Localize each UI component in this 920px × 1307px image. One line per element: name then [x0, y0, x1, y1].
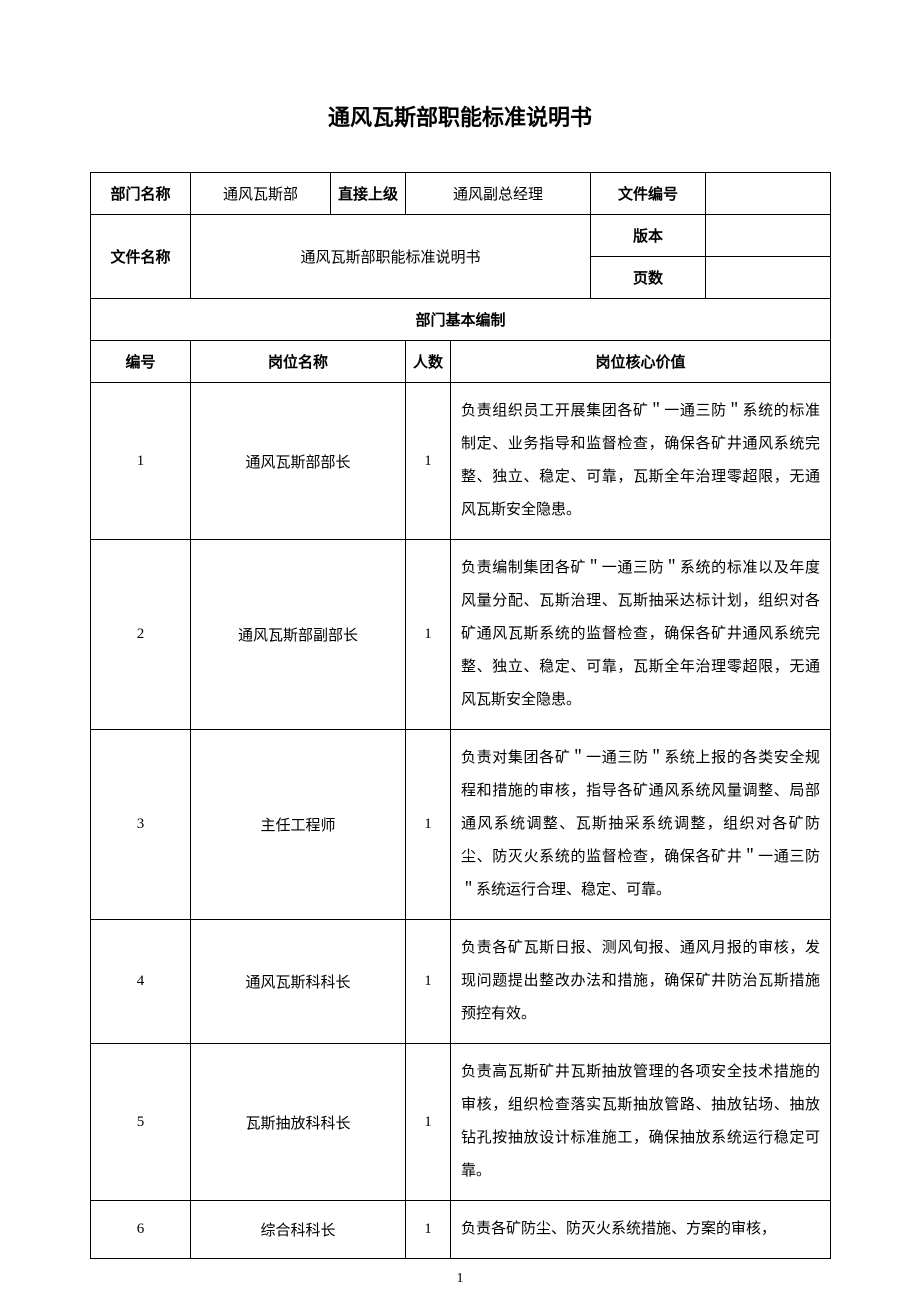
doc-no-label: 文件编号: [591, 173, 706, 215]
row-position: 综合科科长: [191, 1201, 406, 1259]
table-row: 5 瓦斯抽放科科长 1 负责高瓦斯矿井瓦斯抽放管理的各项安全技术措施的审核，组织…: [91, 1044, 831, 1201]
col-no: 编号: [91, 341, 191, 383]
col-core-value: 岗位核心价值: [451, 341, 831, 383]
table-row: 3 主任工程师 1 负责对集团各矿＂一通三防＂系统上报的各类安全规程和措施的审核…: [91, 730, 831, 920]
row-value: 负责编制集团各矿＂一通三防＂系统的标准以及年度风量分配、瓦斯治理、瓦斯抽采达标计…: [451, 540, 831, 730]
spec-table: 部门名称 通风瓦斯部 直接上级 通风副总经理 文件编号 文件名称 通风瓦斯部职能…: [90, 172, 831, 1259]
row-count: 1: [406, 383, 451, 540]
column-header-row: 编号 岗位名称 人数 岗位核心价值: [91, 341, 831, 383]
row-no: 5: [91, 1044, 191, 1201]
row-position: 通风瓦斯部部长: [191, 383, 406, 540]
row-count: 1: [406, 920, 451, 1044]
file-name-label: 文件名称: [91, 215, 191, 299]
dept-name: 通风瓦斯部: [191, 173, 331, 215]
row-count: 1: [406, 730, 451, 920]
row-position: 主任工程师: [191, 730, 406, 920]
table-row: 2 通风瓦斯部副部长 1 负责编制集团各矿＂一通三防＂系统的标准以及年度风量分配…: [91, 540, 831, 730]
row-value: 负责对集团各矿＂一通三防＂系统上报的各类安全规程和措施的审核，指导各矿通风系统风…: [451, 730, 831, 920]
col-count: 人数: [406, 341, 451, 383]
superior: 通风副总经理: [406, 173, 591, 215]
table-row: 4 通风瓦斯科科长 1 负责各矿瓦斯日报、测风旬报、通风月报的审核，发现问题提出…: [91, 920, 831, 1044]
section-header: 部门基本编制: [91, 299, 831, 341]
row-value: 负责各矿防尘、防灭火系统措施、方案的审核，: [451, 1201, 831, 1259]
row-count: 1: [406, 540, 451, 730]
doc-no: [706, 173, 831, 215]
page-number: 1: [90, 1271, 830, 1287]
col-position: 岗位名称: [191, 341, 406, 383]
row-count: 1: [406, 1044, 451, 1201]
pages: [706, 257, 831, 299]
row-position: 通风瓦斯科科长: [191, 920, 406, 1044]
meta-row-2: 文件名称 通风瓦斯部职能标准说明书 版本: [91, 215, 831, 257]
table-row: 6 综合科科长 1 负责各矿防尘、防灭火系统措施、方案的审核，: [91, 1201, 831, 1259]
row-position: 瓦斯抽放科科长: [191, 1044, 406, 1201]
section-header-row: 部门基本编制: [91, 299, 831, 341]
version-label: 版本: [591, 215, 706, 257]
row-no: 1: [91, 383, 191, 540]
superior-label: 直接上级: [331, 173, 406, 215]
dept-name-label: 部门名称: [91, 173, 191, 215]
version: [706, 215, 831, 257]
row-value: 负责高瓦斯矿井瓦斯抽放管理的各项安全技术措施的审核，组织检查落实瓦斯抽放管路、抽…: [451, 1044, 831, 1201]
row-no: 2: [91, 540, 191, 730]
row-value: 负责各矿瓦斯日报、测风旬报、通风月报的审核，发现问题提出整改办法和措施，确保矿井…: [451, 920, 831, 1044]
table-row: 1 通风瓦斯部部长 1 负责组织员工开展集团各矿＂一通三防＂系统的标准制定、业务…: [91, 383, 831, 540]
row-no: 4: [91, 920, 191, 1044]
meta-row-1: 部门名称 通风瓦斯部 直接上级 通风副总经理 文件编号: [91, 173, 831, 215]
file-name: 通风瓦斯部职能标准说明书: [191, 215, 591, 299]
row-count: 1: [406, 1201, 451, 1259]
document-title: 通风瓦斯部职能标准说明书: [90, 100, 830, 132]
row-value: 负责组织员工开展集团各矿＂一通三防＂系统的标准制定、业务指导和监督检查，确保各矿…: [451, 383, 831, 540]
row-position: 通风瓦斯部副部长: [191, 540, 406, 730]
pages-label: 页数: [591, 257, 706, 299]
row-no: 3: [91, 730, 191, 920]
row-no: 6: [91, 1201, 191, 1259]
